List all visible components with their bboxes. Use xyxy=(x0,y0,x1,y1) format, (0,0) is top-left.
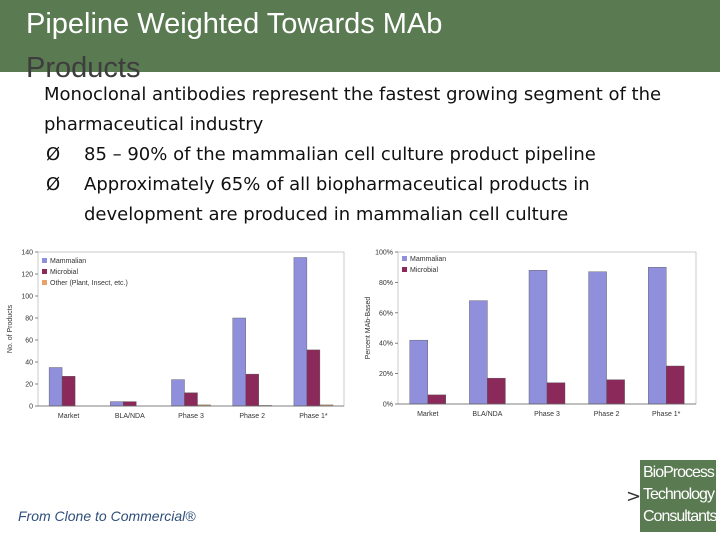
x-tick-label: Phase 1* xyxy=(299,413,328,420)
arrow-bullet-icon: Ø xyxy=(46,144,61,165)
x-tick-label: BLA/NDA xyxy=(115,413,145,420)
y-tick-label: 20 xyxy=(25,382,33,389)
logo-line: BioProcess xyxy=(643,464,715,481)
plot-area xyxy=(37,251,345,407)
bar-mammalian-phase1 xyxy=(293,257,308,407)
bar-microbial-phase3 xyxy=(546,382,566,405)
bar-mammalian-phase3 xyxy=(528,270,548,405)
body-text: Monoclonal antibodies represent the fast… xyxy=(44,80,704,230)
footer-tagline: From Clone to Commercial® xyxy=(18,508,196,524)
bar-mammalian-phase2 xyxy=(232,317,246,407)
x-tick-label: Phase 1* xyxy=(652,411,681,418)
bullet-text: Approximately 65% of all biopharmaceutic… xyxy=(84,174,590,225)
bar-mammalian-phase3 xyxy=(171,379,185,407)
legend-entry: Microbial xyxy=(410,267,438,274)
bar-microbial-phase3 xyxy=(184,392,198,407)
legend-entry: Mammalian xyxy=(50,258,86,265)
logo-line: Consultants xyxy=(643,508,718,525)
y-tick-label: 0 xyxy=(29,404,33,411)
legend-swatch xyxy=(42,258,47,263)
y-tick-label: 40% xyxy=(379,341,393,348)
bar-mammalian-blanda xyxy=(110,401,124,407)
legend-swatch xyxy=(402,256,407,261)
bar-mammalian-market xyxy=(48,367,63,407)
legend-swatch xyxy=(402,267,407,272)
bullet-item: Ø 85 – 90% of the mammalian cell culture … xyxy=(44,140,704,170)
y-tick-label: 100% xyxy=(375,250,393,257)
x-tick-label: Market xyxy=(58,413,79,420)
title-bar xyxy=(0,0,720,72)
arrow-bullet-icon: Ø xyxy=(46,174,61,195)
bar-microbial-phase2 xyxy=(245,373,259,407)
logo-line: Technology xyxy=(643,486,715,503)
bar-mammalian-phase2 xyxy=(588,271,607,405)
y-tick-label: 20% xyxy=(379,371,393,378)
y-tick-label: 80 xyxy=(25,316,33,323)
bar-microbial-phase1 xyxy=(306,349,321,407)
chevron-right-icon: > xyxy=(626,486,642,507)
bar-mammalian-market xyxy=(409,339,428,405)
slide-title-line1: Pipeline Weighted Towards MAb xyxy=(26,8,443,40)
y-tick-label: 60 xyxy=(25,338,33,345)
y-axis-label: No. of Products xyxy=(7,304,14,353)
y-tick-label: 60% xyxy=(379,310,393,317)
percent-mab-chart: 0% 20% 40% 60% 80% 100% Market BLA/NDA Phase 3 Ph… xyxy=(365,250,697,418)
legend-entry: Microbial xyxy=(50,269,78,276)
bar-mammalian-blanda xyxy=(469,300,488,405)
legend-entry: Other (Plant, Insect, etc.) xyxy=(50,280,128,287)
bullet-text: 85 – 90% of the mammalian cell culture p… xyxy=(84,144,596,165)
intro-paragraph: Monoclonal antibodies represent the fast… xyxy=(44,84,662,135)
x-tick-label: Phase 3 xyxy=(178,413,204,420)
bar-microbial-market xyxy=(427,394,447,405)
legend-swatch xyxy=(42,280,47,285)
x-tick-label: Phase 3 xyxy=(534,411,560,418)
slide-title-line2: Products xyxy=(26,52,141,84)
bar-microbial-market xyxy=(61,376,76,407)
x-tick-label: Phase 2 xyxy=(594,411,620,418)
y-tick-label: 40 xyxy=(25,360,33,367)
legend-swatch xyxy=(42,269,47,274)
y-tick-label: 80% xyxy=(379,280,393,287)
bullet-item: Ø Approximately 65% of all biopharmaceuti… xyxy=(44,170,704,230)
y-tick-label: 0% xyxy=(383,402,393,409)
y-tick-label: 120 xyxy=(21,272,33,279)
products-by-phase-chart: 0 20 40 60 80 100 120 140 Market BLA/NDA Phase 3 Ph… xyxy=(7,250,345,420)
bar-microbial-blanda xyxy=(123,401,137,407)
x-tick-label: Phase 2 xyxy=(239,413,265,420)
bar-mammalian-phase1 xyxy=(648,267,667,405)
company-logo: BioProcess Technology Consultants xyxy=(640,460,718,532)
bar-microbial-blanda xyxy=(487,377,506,405)
bar-microbial-phase2 xyxy=(606,379,625,405)
y-axis-label: Percent MAb-Based xyxy=(365,297,372,360)
x-tick-label: BLA/NDA xyxy=(472,411,502,418)
legend-entry: Mammalian xyxy=(410,256,446,263)
x-tick-label: Market xyxy=(417,411,438,418)
bar-microbial-phase1 xyxy=(666,365,685,405)
y-tick-label: 100 xyxy=(21,294,33,301)
y-tick-label: 140 xyxy=(21,250,33,257)
slide-title: Pipeline Weighted Towards MAb Products xyxy=(26,2,716,90)
